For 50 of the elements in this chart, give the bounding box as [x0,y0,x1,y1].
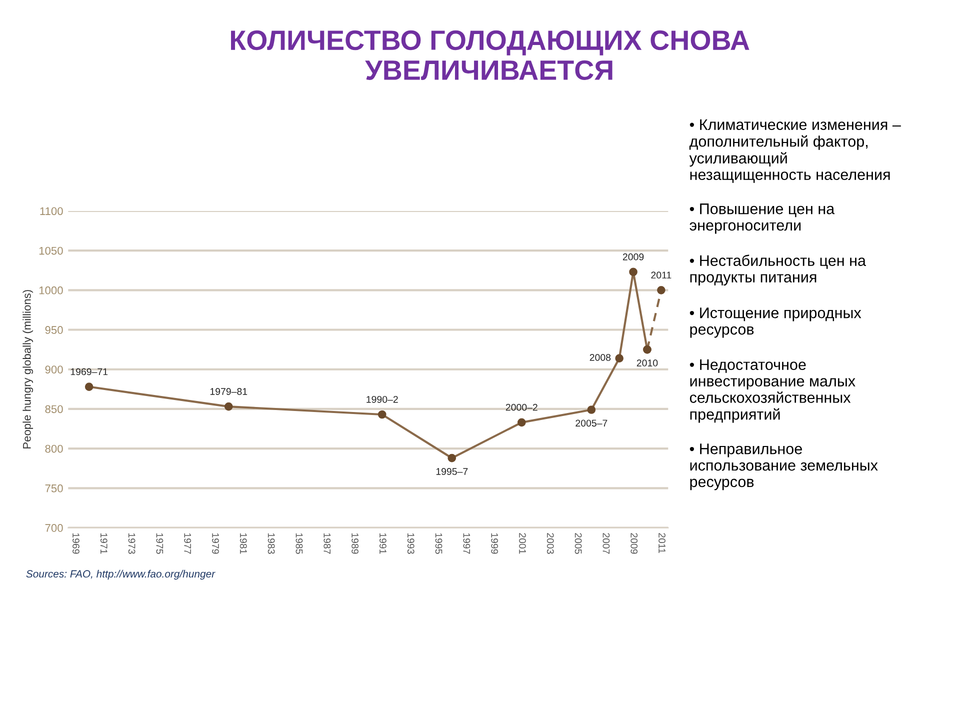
y-tick-label: 1100 [40,207,63,216]
text: • Недостаточное инвестирование малых сельскохозяйственных предприятий [690,359,856,423]
y-tick-label: 750 [45,484,63,492]
x-tick-label: 1989 [352,533,358,554]
x-tick-label: 2003 [546,533,554,554]
x-tick-label: 1979 [212,533,219,554]
annotation: 2008 [590,354,611,361]
x-tick-label: 1971 [100,533,108,554]
x-tick-label: 2005 [574,533,582,554]
x-tick-label: 1973 [128,533,136,554]
y-tick-label: 900 [45,366,63,374]
annotation: 2010 [636,360,658,366]
x-tick-label: 1991 [380,533,386,554]
x-tick-label: 1995 [435,533,442,554]
y-tick-label: 1050 [39,246,63,255]
text: • Климатические изменения – дополнительный фактор, усиливающий незащищенность населения [689,119,901,183]
annotation: 1979–81 [210,388,248,395]
x-tick-label: 1987 [324,533,331,554]
y-tick-label: 700 [45,524,63,532]
x-tick-label: 2009 [630,533,638,554]
y-tick-label: 1000 [39,286,63,294]
x-tick-label: 1969 [72,533,80,554]
x-tick-label: 1977 [184,533,192,554]
y-tick-label: 950 [45,326,63,334]
x-tick-label: 1975 [156,533,164,554]
x-tick-label: 1981 [240,533,247,554]
x-tick-label: 1993 [407,533,414,554]
chart-title: КОЛИЧЕСТВО ГОЛОДАЮЩИХ СНОВА УВЕЛИЧИВАЕТСЯ [231,30,750,80]
text: • Нестабильность цен на продукты питания [690,254,866,286]
text: • Неправильное использование земельных ресурсов [690,444,878,490]
y-tick-label: 800 [45,444,63,453]
x-tick-label: 2007 [602,533,610,554]
x-tick-label: 1999 [491,533,498,554]
x-tick-label: 2011 [658,533,666,554]
y-axis-title: People hungry globally (millions) [22,290,34,448]
annotation: 2011 [651,272,672,279]
x-tick-label: 1997 [463,533,470,554]
x-tick-label: 1983 [268,533,275,554]
annotation: 2000–2 [506,404,538,411]
annotation: 2009 [622,253,644,260]
annotation: 1995–7 [436,468,468,475]
annotation: 1969–71 [70,368,108,376]
source-note: Sources: FAO, http://www.fao.org/hunger [26,570,216,580]
x-tick-label: 2001 [519,533,526,554]
y-tick-label: 850 [45,405,63,414]
text: • Повышение цен на энергоносители [690,204,835,234]
annotation: 1990–2 [366,396,398,403]
text: • Истощение природных ресурсов [690,308,862,338]
x-tick-label: 1985 [296,533,303,554]
annotation: 2005–7 [576,420,608,427]
